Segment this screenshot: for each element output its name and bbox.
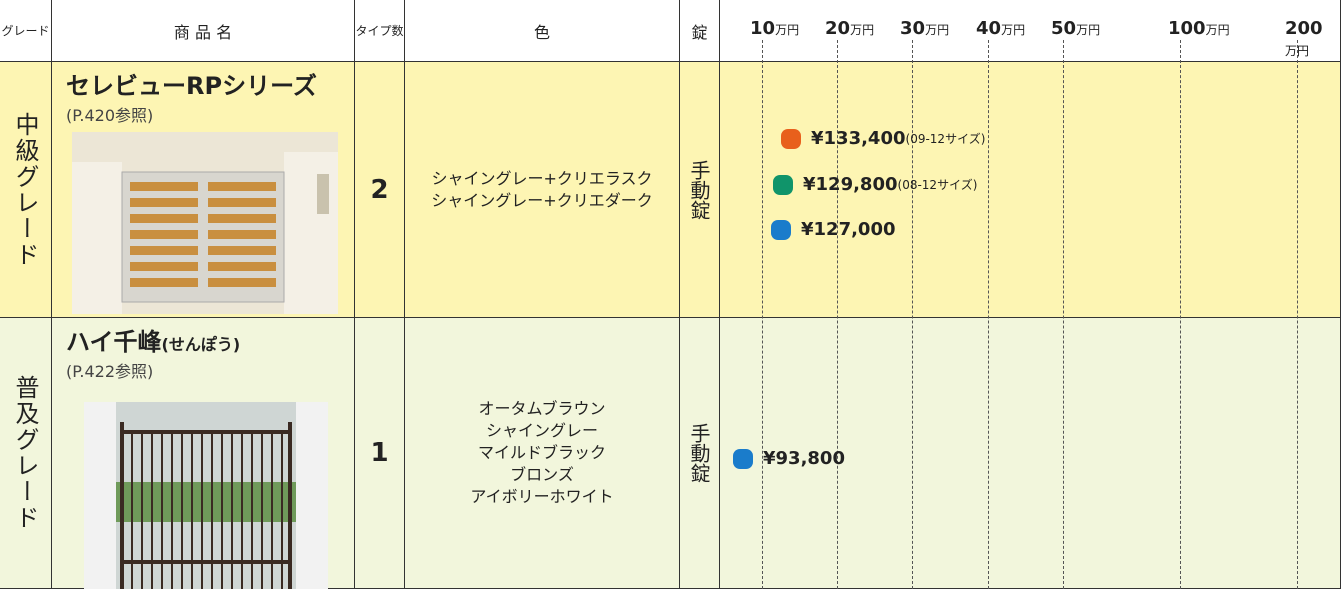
scale-line xyxy=(1180,40,1181,589)
scale-tick-number: 200 xyxy=(1285,18,1323,39)
scale-tick-unit: 万円 xyxy=(1205,23,1230,37)
color-name: アイボリーホワイト xyxy=(470,487,614,506)
price: ¥133,400 (09-12サイズ) xyxy=(781,128,985,149)
price-note: (09-12サイズ) xyxy=(905,132,986,146)
scale-tick-unit: 万円 xyxy=(925,23,950,37)
colors: シャイングレー+クリエラスク シャイングレー+クリエダーク xyxy=(405,62,680,318)
header-lock: 錠 xyxy=(680,0,720,62)
header-scale xyxy=(720,0,1341,62)
scale-tick: 10万円 xyxy=(750,18,799,39)
scale-tick-unit: 万円 xyxy=(775,23,800,37)
scale-tick-unit: 万円 xyxy=(1076,23,1101,37)
scale-tick-number: 50 xyxy=(1051,18,1077,39)
product-image xyxy=(72,132,338,314)
scale-tick-number: 10 xyxy=(750,18,776,39)
color-name: シャイングレー xyxy=(485,421,598,440)
price-dot xyxy=(733,448,753,469)
product-ref: (P.420参照) xyxy=(66,106,154,125)
product-image xyxy=(84,402,328,589)
scale-line xyxy=(1297,40,1298,589)
header-grade: グレード xyxy=(0,0,52,62)
product-name: ハイ千峰(せんぽう) xyxy=(66,322,240,357)
price-dot xyxy=(773,174,793,195)
price-dot xyxy=(771,219,791,240)
scale-line xyxy=(837,40,838,589)
header-types: タイプ数 xyxy=(355,0,405,62)
scale-line xyxy=(912,40,913,589)
scale-tick-unit: 万円 xyxy=(1001,23,1026,37)
grade: 普及グレード xyxy=(0,318,52,589)
scale-tick: 200万円 xyxy=(1285,18,1329,60)
product: セレビューRPシリーズ (P.420参照) xyxy=(52,62,355,318)
scale-tick: 100万円 xyxy=(1168,18,1230,39)
scale-tick-number: 40 xyxy=(976,18,1002,39)
grade: 中級グレード xyxy=(0,62,52,318)
product-name: セレビューRPシリーズ xyxy=(66,72,317,100)
color-name: オータムブラウン xyxy=(478,399,606,418)
types: 1 xyxy=(355,318,405,589)
scale-tick-number: 100 xyxy=(1168,18,1206,39)
scale-tick-unit: 万円 xyxy=(850,23,875,37)
product-name-note: (せんぽう) xyxy=(161,335,241,354)
price-note: (08-12サイズ) xyxy=(897,178,978,192)
product-ref: (P.422参照) xyxy=(66,362,154,381)
product-name-text: ハイ千峰 xyxy=(66,328,162,356)
price-dot xyxy=(781,128,801,149)
scale-tick: 50万円 xyxy=(1051,18,1100,39)
color-name: シャイングレー+クリエダーク xyxy=(431,190,653,210)
scale-tick-number: 20 xyxy=(825,18,851,39)
price: ¥129,800 (08-12サイズ) xyxy=(773,174,977,195)
product: ハイ千峰(せんぽう) (P.422参照) xyxy=(52,318,355,589)
price-value: ¥127,000 xyxy=(801,219,896,240)
price: ¥127,000 xyxy=(771,219,896,240)
scale-tick: 40万円 xyxy=(976,18,1025,39)
color-name: ブロンズ xyxy=(510,465,574,484)
scale-line xyxy=(1063,40,1064,589)
colors: オータムブラウン シャイングレー マイルドブラック ブロンズアイボリーホワイト xyxy=(405,318,680,589)
color-name: マイルドブラック xyxy=(477,443,606,462)
scale-line xyxy=(988,40,989,589)
scale-tick-number: 30 xyxy=(900,18,926,39)
price-value: ¥133,400 xyxy=(811,128,906,149)
types: 2 xyxy=(355,62,405,318)
price-area xyxy=(720,318,1341,589)
lock: 手動錠 xyxy=(680,62,720,318)
header-name: 商 品 名 xyxy=(52,0,355,62)
price-value: ¥93,800 xyxy=(763,448,845,469)
lock: 手動錠 xyxy=(680,318,720,589)
price-value: ¥129,800 xyxy=(803,174,898,195)
price-area xyxy=(720,62,1341,318)
header-color: 色 xyxy=(405,0,680,62)
scale-tick: 30万円 xyxy=(900,18,949,39)
price: ¥93,800 xyxy=(733,448,845,469)
scale-line xyxy=(762,40,763,589)
scale-tick: 20万円 xyxy=(825,18,874,39)
color-name: シャイングレー+クリエラスク xyxy=(431,168,653,188)
